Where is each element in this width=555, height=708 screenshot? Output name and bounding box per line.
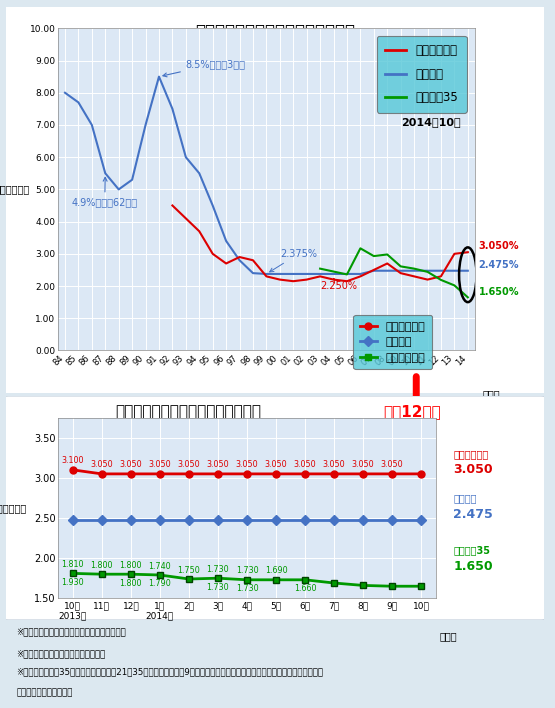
FancyBboxPatch shape bbox=[3, 395, 547, 621]
Text: 変動金利: 変動金利 bbox=[453, 493, 477, 503]
Text: （年）: （年） bbox=[440, 631, 457, 641]
Text: 1.800: 1.800 bbox=[90, 561, 113, 570]
Text: 2014年10月: 2014年10月 bbox=[401, 117, 461, 127]
Text: 3.050: 3.050 bbox=[149, 460, 171, 469]
Text: 3.050: 3.050 bbox=[119, 460, 142, 469]
Text: 1.740: 1.740 bbox=[149, 561, 171, 571]
Text: 1.800: 1.800 bbox=[119, 578, 142, 588]
Text: 1.660: 1.660 bbox=[294, 584, 316, 593]
FancyBboxPatch shape bbox=[3, 5, 547, 395]
Text: 2.375%: 2.375% bbox=[270, 249, 317, 272]
Text: 3.050: 3.050 bbox=[90, 460, 113, 469]
Text: 民間金融機関の住宅ローン金利推移: 民間金融機関の住宅ローン金利推移 bbox=[195, 23, 355, 40]
Text: 民間金融機関の住宅ローン金利推移: 民間金融機関の住宅ローン金利推移 bbox=[115, 404, 261, 419]
Text: 1.730: 1.730 bbox=[236, 584, 258, 593]
Text: 3.050: 3.050 bbox=[236, 460, 258, 469]
Legend: ３年固定金利, 変動金利, フラット35: ３年固定金利, 変動金利, フラット35 bbox=[377, 36, 467, 113]
Text: 3.050: 3.050 bbox=[294, 460, 316, 469]
Text: 3.050%: 3.050% bbox=[478, 241, 519, 251]
Text: 3.050: 3.050 bbox=[265, 460, 287, 469]
Text: 1.690: 1.690 bbox=[265, 566, 287, 576]
Text: 3.100: 3.100 bbox=[62, 457, 84, 465]
Text: ※主要都市銀行における金利を掲載。: ※主要都市銀行における金利を掲載。 bbox=[17, 649, 105, 658]
Text: 3.050: 3.050 bbox=[381, 460, 403, 469]
Text: 1.650: 1.650 bbox=[453, 559, 493, 573]
Text: 3.050: 3.050 bbox=[453, 463, 493, 476]
Text: ※住宅金融支援機構公表のデータを元に編集。: ※住宅金融支援機構公表のデータを元に編集。 bbox=[17, 627, 126, 636]
Text: 1.790: 1.790 bbox=[149, 579, 171, 588]
Text: 2.475: 2.475 bbox=[453, 508, 493, 520]
Text: 最も多いものを表示。: 最も多いものを表示。 bbox=[17, 688, 73, 697]
Text: 3.050: 3.050 bbox=[206, 460, 229, 469]
Text: フラット35: フラット35 bbox=[453, 545, 490, 555]
Text: 3.050: 3.050 bbox=[352, 460, 375, 469]
Text: 4.9%（昭和62年）: 4.9%（昭和62年） bbox=[72, 177, 138, 207]
Text: 2.475%: 2.475% bbox=[478, 261, 519, 270]
Text: ※最新のフラット35の金利は、返済期間21～35年タイプ（融資率9割以下）の金利の内、取り扱い金融機関が提供する金利で: ※最新のフラット35の金利は、返済期間21～35年タイプ（融資率9割以下）の金利… bbox=[17, 668, 324, 677]
Text: 1.810: 1.810 bbox=[62, 560, 84, 569]
Text: 1.650%: 1.650% bbox=[478, 287, 519, 297]
Text: 1.730: 1.730 bbox=[236, 566, 258, 576]
Text: （年率・％）: （年率・％） bbox=[0, 184, 30, 195]
Text: 1.800: 1.800 bbox=[119, 561, 142, 570]
Text: （年）: （年） bbox=[483, 389, 501, 399]
Text: 3.050: 3.050 bbox=[178, 460, 200, 469]
Text: 1.730: 1.730 bbox=[206, 583, 229, 592]
Text: ３年固定金利: ３年固定金利 bbox=[453, 449, 488, 459]
Text: 1.930: 1.930 bbox=[62, 578, 84, 587]
Text: 3.050: 3.050 bbox=[323, 460, 345, 469]
Text: 8.5%（平成3年）: 8.5%（平成3年） bbox=[163, 59, 246, 77]
Text: 1.750: 1.750 bbox=[178, 566, 200, 575]
Text: 最近12ヶ月: 最近12ヶ月 bbox=[383, 404, 441, 419]
Text: （年率・％）: （年率・％） bbox=[0, 503, 27, 513]
Text: 2.250%: 2.250% bbox=[320, 278, 357, 291]
Legend: ３年固定金利, 変動金利, フラット３５: ３年固定金利, 変動金利, フラット３５ bbox=[354, 315, 432, 370]
Text: 1.730: 1.730 bbox=[206, 565, 229, 573]
